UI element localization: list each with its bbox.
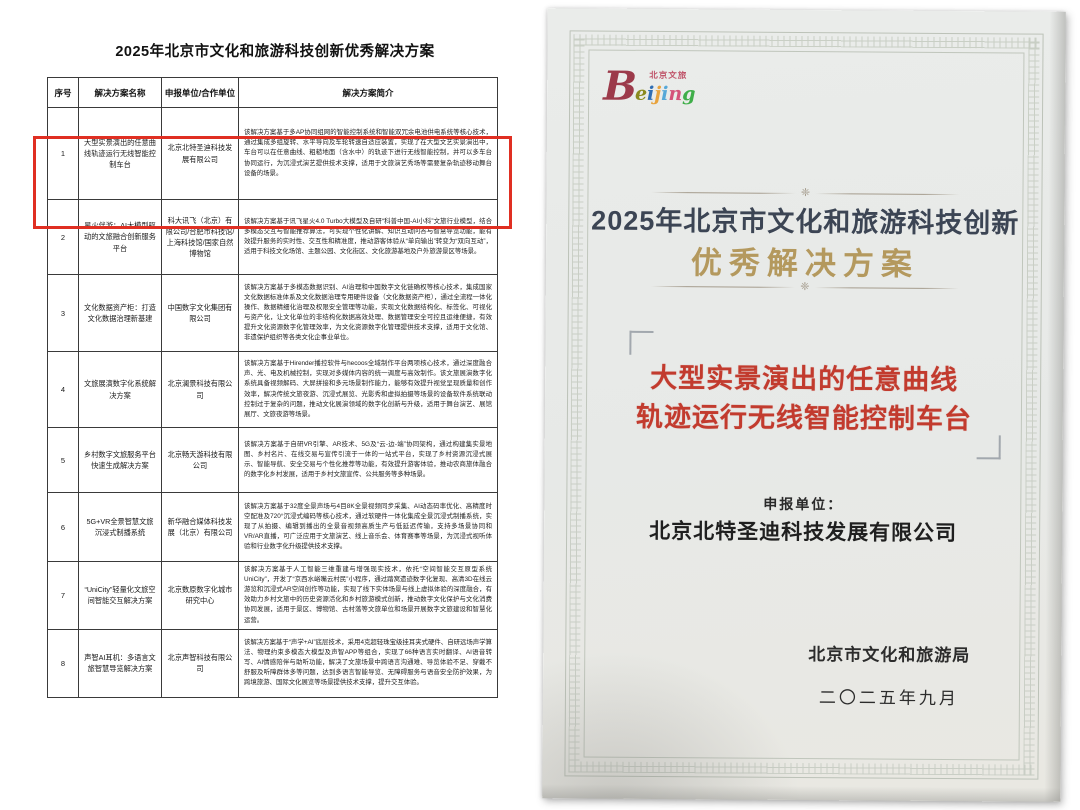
table-header-row: 序号 解决方案名称 申报单位/合作单位 解决方案简介 — [47, 77, 498, 108]
solutions-list-document: 2025年北京市文化和旅游科技创新优秀解决方案 序号 解决方案名称 申报单位/合… — [30, 40, 520, 698]
issuer-block: 北京市文化和旅游局 二〇二五年九月 — [769, 640, 1009, 710]
cell-intro: 该解决方案基于32度全景声场与4目8K全景视频同步采集、AI动态码率优化、高精度… — [238, 492, 498, 562]
cell-solution-name: 5G+VR全景智慧文旅沉浸式制播系统 — [78, 492, 162, 562]
cell-intro: 该解决方案基于自研VR引擎、AR技术、5G及“云-边-端”协同架构，通过构建集实… — [238, 427, 498, 493]
table-row: 4 文旅展演数字化系统解决方案 北京澜景科技有限公司 该解决方案基于Hirend… — [47, 351, 498, 428]
applicant-name: 北京北特圣迪科技发展有限公司 — [649, 519, 958, 546]
cell-no: 1 — [47, 107, 79, 200]
divider-line — [651, 191, 796, 194]
cell-solution-name: 乡村数字文旅服务平台快速生成解决方案 — [78, 427, 162, 493]
logo-letter: n — [668, 83, 683, 106]
cell-applicant: 北京北特圣迪科技发展有限公司 — [161, 107, 239, 200]
cell-applicant: 科大讯飞（北京）有限公司/合肥市科技馆/上海科技馆/国家自然博物馆 — [161, 199, 239, 275]
cell-applicant: 中国数字文化集团有限公司 — [161, 274, 239, 352]
photo-shadow-bottom — [542, 784, 1061, 802]
corner-bracket-top-left-icon — [629, 330, 654, 355]
document-title: 2025年北京市文化和旅游科技创新优秀解决方案 — [115, 44, 435, 60]
cell-solution-name: 星火伴游：AI大模型驱动的文旅融合创新服务平台 — [78, 199, 162, 275]
cell-applicant: 北京畅天游科技有限公司 — [161, 427, 239, 493]
cell-intro: 该解决方案基于人工智能三维重建与增强现实技术，依托“空间智能交互原型系统UniC… — [238, 561, 498, 630]
cell-intro: 该解决方案基于“声学+AI”底层技术，采用4克超轻珠宝级挂耳夹式硬件、自研远场声… — [238, 628, 498, 698]
table-row: 8 声智AI耳机：多语言文旅智慧导览解决方案 北京声智科技有限公司 该解决方案基… — [47, 628, 498, 698]
logo-letter: e — [634, 82, 648, 105]
cell-solution-name: 文旅展演数字化系统解决方案 — [78, 351, 162, 428]
cell-applicant: 北京声智科技有限公司 — [161, 628, 239, 698]
cell-intro: 该解决方案基于讯飞星火4.0 Turbo大模型及自研“科普中国-AI小科”文旅行… — [238, 199, 498, 275]
solutions-table: 序号 解决方案名称 申报单位/合作单位 解决方案简介 1 大型实景演出的任意曲线… — [47, 77, 498, 698]
ornamental-divider-top: ❈ — [651, 186, 960, 200]
table-row: 6 5G+VR全景智慧文旅沉浸式制播系统 新华融合媒体科技发展（北京）有限公司 … — [47, 492, 498, 562]
header-solution-name: 解决方案名称 — [78, 77, 162, 108]
logo-tagline: 北京文旅 — [649, 69, 688, 81]
cell-solution-name: 文化数据资产柜：打造文化数据治理新基建 — [78, 274, 162, 352]
table-row: 1 大型实景演出的任意曲线轨迹运行无线智能控制车台 北京北特圣迪科技发展有限公司… — [47, 107, 498, 200]
cell-no: 4 — [47, 351, 79, 428]
table-row: 3 文化数据资产柜：打造文化数据治理新基建 中国数字文化集团有限公司 该解决方案… — [47, 274, 498, 352]
header-no: 序号 — [47, 77, 79, 108]
solution-name-line2: 轨迹运行无线智能控制车台 — [635, 401, 973, 435]
cell-applicant: 北京数原数字化城市研究中心 — [161, 561, 239, 630]
logo-letter: g — [682, 83, 696, 106]
solution-name-line1: 大型实景演出的任意曲线 — [650, 362, 959, 396]
cell-no: 8 — [47, 628, 79, 698]
cell-no: 3 — [47, 274, 79, 352]
header-intro: 解决方案简介 — [238, 77, 498, 108]
header-applicant: 申报单位/合作单位 — [161, 77, 239, 108]
divider-line — [815, 193, 960, 196]
cell-applicant: 新华融合媒体科技发展（北京）有限公司 — [161, 492, 239, 562]
logo-letter: B — [603, 62, 636, 110]
table-row: 2 星火伴游：AI大模型驱动的文旅融合创新服务平台 科大讯飞（北京）有限公司/合… — [47, 199, 498, 275]
certificate-title-line2: 优秀解决方案 — [690, 245, 920, 282]
divider-line — [650, 285, 796, 288]
cell-no: 7 — [47, 561, 79, 630]
cell-no: 6 — [47, 492, 79, 562]
issuer-name: 北京市文化和旅游局 — [808, 645, 971, 666]
cell-applicant: 北京澜景科技有限公司 — [161, 351, 239, 428]
ornamental-divider-bottom: ❈ — [650, 280, 959, 294]
table-row: 5 乡村数字文旅服务平台快速生成解决方案 北京畅天游科技有限公司 该解决方案基于… — [47, 427, 498, 493]
certificate-title-line1: 2025年北京市文化和旅游科技创新 — [591, 205, 1020, 239]
applicant-label: 申报单位： — [763, 495, 844, 513]
cell-no: 5 — [47, 427, 79, 493]
divider-line — [814, 287, 959, 290]
cell-intro: 该解决方案基于多AP协同组网的智能控制系统和智能双冗余电池供电系统等核心技术，通… — [238, 107, 498, 200]
cell-intro: 该解决方案基于Hirender播控软件与hecoos全域制作平台两项核心技术，通… — [238, 351, 498, 428]
cell-solution-name: “UniCity”轻量化文旅空间智能交互解决方案 — [78, 561, 162, 630]
corner-bracket-bottom-right-icon — [976, 435, 1001, 460]
awarded-solution-name: 大型实景演出的任意曲线 轨迹运行无线智能控制车台 — [545, 358, 1064, 440]
cell-intro: 该解决方案基于多模态数据识别、AI治理和中国数字文化链确权等核心技术，集成国家文… — [238, 274, 498, 352]
issue-date: 二〇二五年九月 — [818, 688, 960, 709]
flourish-ornament-icon: ❈ — [800, 186, 811, 200]
cell-solution-name: 大型实景演出的任意曲线轨迹运行无线智能控制车台 — [78, 107, 162, 200]
cell-no: 2 — [47, 199, 79, 275]
cell-solution-name: 声智AI耳机：多语言文旅智慧导览解决方案 — [78, 628, 162, 698]
flourish-ornament-icon: ❈ — [800, 280, 810, 294]
table-row: 7 “UniCity”轻量化文旅空间智能交互解决方案 北京数原数字化城市研究中心… — [47, 561, 498, 630]
